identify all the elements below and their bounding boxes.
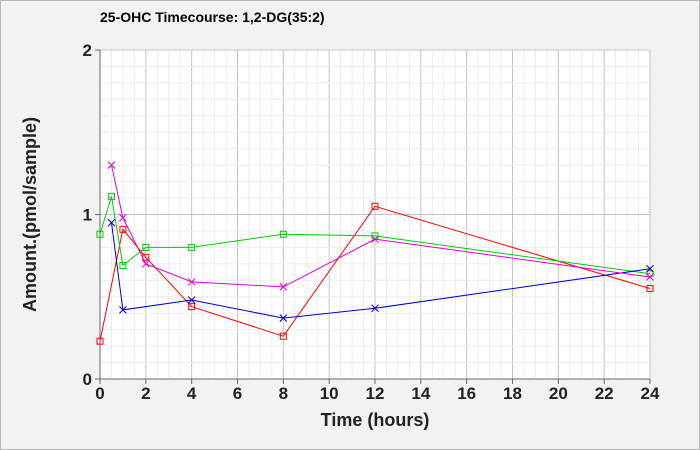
x-tick-label: 20 (549, 384, 568, 403)
y-tick-label: 1 (83, 206, 92, 225)
series-2 (96, 192, 654, 278)
data-point-x (646, 273, 654, 281)
data-point-square (107, 192, 115, 200)
data-point-x (141, 259, 150, 268)
data-point-x (107, 161, 116, 170)
x-tick-label: 10 (320, 384, 339, 403)
x-tick-label: 22 (595, 384, 614, 403)
data-point-x (107, 218, 116, 227)
data-point-x (119, 306, 127, 314)
x-tick-label: 24 (641, 384, 660, 403)
series-1 (96, 202, 654, 345)
data-point-square (119, 261, 127, 269)
chart-title: 25-OHC Timecourse: 1,2-DG(35:2) (100, 9, 325, 25)
x-axis-ticks: 0 2 4 6 8 10 12 14 16 18 20 22 24 (95, 379, 660, 403)
x-axis-label: Time (hours) (321, 410, 430, 430)
grid (99, 49, 651, 380)
x-tick-label: 4 (187, 384, 197, 403)
data-point-square (646, 285, 654, 293)
x-tick-label: 2 (141, 384, 150, 403)
x-tick-label: 6 (233, 384, 242, 403)
data-point-x (279, 283, 288, 291)
y-axis-label: Amount.(pmol/sample) (20, 117, 40, 312)
data-point-x (371, 235, 379, 244)
y-axis-ticks: 0 1 2 (83, 41, 100, 389)
data-point-x (279, 314, 288, 322)
data-point-square (188, 243, 196, 251)
series-group (96, 161, 654, 345)
data-point-x (187, 278, 196, 286)
series-line (99, 205, 651, 342)
data-point-square (96, 337, 104, 345)
series-4 (107, 161, 654, 291)
data-point-x (119, 213, 127, 222)
y-tick-label: 2 (83, 41, 92, 60)
data-point-square (279, 230, 287, 238)
series-3 (107, 218, 654, 322)
data-point-square (371, 202, 379, 210)
series-line (99, 196, 651, 275)
data-point-square (96, 230, 104, 238)
x-tick-label: 14 (411, 384, 430, 403)
data-point-square (279, 332, 287, 340)
data-point-square (188, 303, 196, 311)
x-tick-label: 0 (95, 384, 104, 403)
data-point-x (371, 304, 379, 313)
x-tick-label: 16 (457, 384, 476, 403)
data-point-x (646, 264, 654, 273)
y-tick-label: 0 (83, 370, 92, 389)
data-point-square (142, 243, 150, 251)
data-point-x (187, 296, 196, 304)
data-point-square (119, 225, 127, 233)
x-tick-label: 18 (503, 384, 522, 403)
x-tick-label: 12 (366, 384, 385, 403)
x-tick-label: 8 (279, 384, 288, 403)
series-line (111, 222, 651, 319)
